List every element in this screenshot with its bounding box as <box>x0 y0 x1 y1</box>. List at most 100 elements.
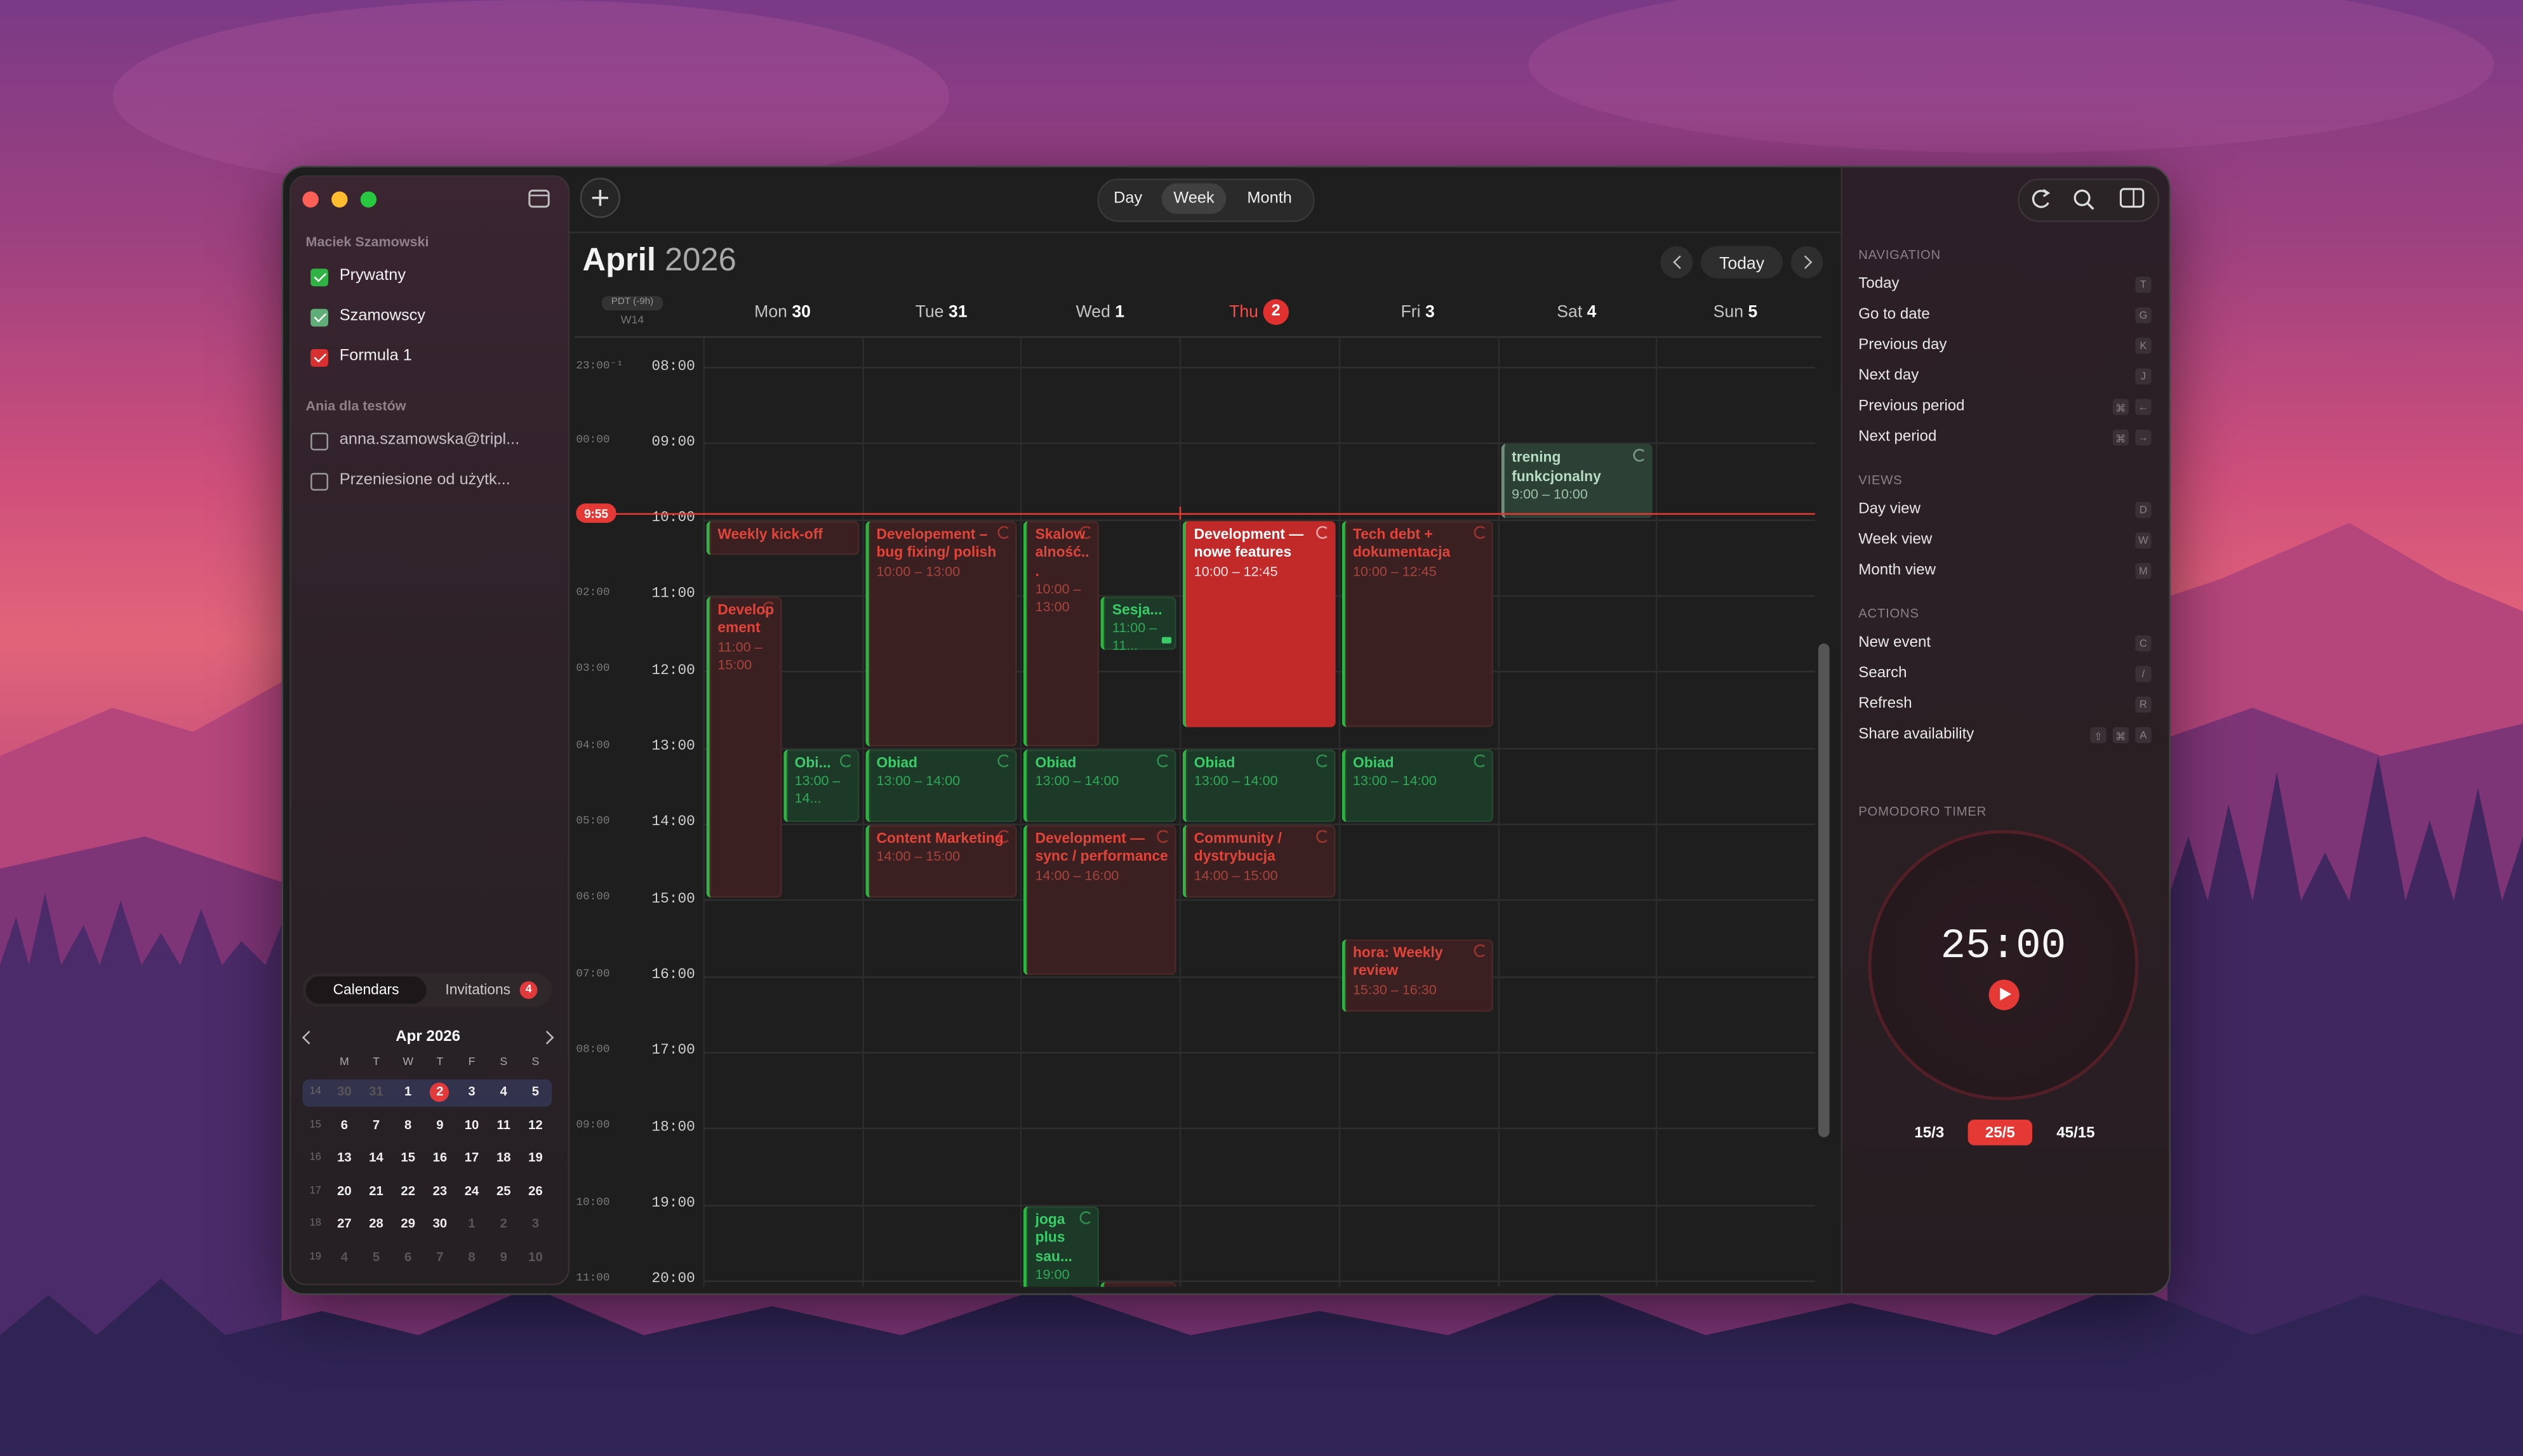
event[interactable]: trening funkcjonalny 9:00 – 10:00 <box>1500 444 1653 518</box>
mini-day[interactable]: 10 <box>528 1248 543 1264</box>
view-button[interactable]: Month <box>1237 183 1301 214</box>
day-header[interactable]: Mon 30 <box>703 302 862 321</box>
mini-day[interactable]: 6 <box>340 1117 348 1132</box>
scrollbar-thumb[interactable] <box>1818 643 1830 1137</box>
event[interactable]: hora: Weekly review 15:30 – 16:30 <box>1341 939 1494 1012</box>
shortcut-label[interactable]: Search <box>1858 664 1907 682</box>
view-button[interactable]: Week <box>1161 183 1227 215</box>
panel-icons[interactable] <box>2026 185 2152 214</box>
day-header[interactable]: Fri 3 <box>1338 302 1497 321</box>
event[interactable]: Obiad 13:00 – 14:00 <box>1341 749 1494 823</box>
day-header[interactable]: Sun 5 <box>1656 302 1814 321</box>
mini-day[interactable]: 24 <box>464 1183 479 1198</box>
mini-day[interactable]: 3 <box>468 1084 476 1099</box>
pomodoro-preset[interactable]: 25/5 <box>1967 1119 2032 1146</box>
shortcut-label[interactable]: Day view <box>1858 500 1921 519</box>
mini-day[interactable]: 1 <box>404 1084 412 1099</box>
mini-day[interactable]: 5 <box>372 1248 380 1264</box>
pomodoro-preset[interactable]: 45/15 <box>2044 1120 2108 1146</box>
mini-day[interactable]: 16 <box>432 1150 448 1165</box>
event[interactable]: Warsz... <box>1101 1281 1176 1287</box>
mini-day[interactable]: 10 <box>464 1117 479 1132</box>
sidebar-tab[interactable]: Invitations 4 <box>428 976 549 1003</box>
mini-day[interactable]: 2 <box>436 1084 444 1099</box>
event[interactable]: Development — nowe features 10:00 – 12:45 <box>1183 520 1336 727</box>
mini-day[interactable]: 2 <box>500 1216 507 1231</box>
event[interactable]: Sesja... 11:00 – 11... <box>1101 597 1176 651</box>
calendar-checkbox[interactable] <box>310 473 329 491</box>
shortcut-label[interactable]: Today <box>1858 275 1900 293</box>
mini-day[interactable]: 15 <box>401 1150 416 1165</box>
mini-day[interactable]: 18 <box>496 1150 511 1165</box>
mini-day[interactable]: 31 <box>369 1084 383 1099</box>
mini-day[interactable]: 25 <box>496 1183 511 1198</box>
event[interactable]: Tech debt + dokumentacja 10:00 – 12:45 <box>1341 520 1494 727</box>
mini-day[interactable]: 22 <box>401 1183 416 1198</box>
add-event-button[interactable] <box>579 177 621 219</box>
day-header[interactable]: Sat 4 <box>1497 302 1656 321</box>
event[interactable]: Developement – bug fixing/ polish 10:00 –… <box>865 520 1018 746</box>
minimize-button[interactable] <box>331 191 348 208</box>
sidebar-tab[interactable]: Calendars <box>305 976 427 1004</box>
event[interactable]: Obiad 13:00 – 14:00 <box>1183 749 1336 823</box>
mini-day[interactable]: 8 <box>404 1117 412 1132</box>
day-header[interactable]: Wed 1 <box>1021 302 1180 321</box>
mini-day[interactable]: 7 <box>372 1117 380 1132</box>
mini-day[interactable]: 29 <box>401 1216 416 1231</box>
shortcut-label[interactable]: Previous period <box>1858 397 1965 415</box>
mini-day[interactable]: 20 <box>337 1183 352 1198</box>
mini-day[interactable]: 14 <box>369 1150 383 1165</box>
mini-day[interactable]: 12 <box>528 1117 543 1132</box>
shortcut-label[interactable]: Share availability <box>1858 725 1974 743</box>
mini-day[interactable]: 4 <box>340 1248 348 1264</box>
play-button[interactable] <box>1988 979 2020 1010</box>
mini-day[interactable]: 30 <box>337 1084 352 1099</box>
mini-day[interactable]: 13 <box>337 1150 352 1165</box>
shortcut-label[interactable]: Next day <box>1858 366 1919 385</box>
event[interactable]: Community / dystrybucja 14:00 – 15:00 <box>1183 825 1336 898</box>
calendar-checkbox[interactable] <box>310 432 329 451</box>
day-header[interactable]: Thu 2 <box>1180 299 1338 325</box>
event[interactable]: Development — sync / performance 14:00 – … <box>1023 825 1176 974</box>
traffic-lights[interactable] <box>302 191 383 208</box>
today-button[interactable]: Today <box>1700 246 1783 279</box>
shortcut-label[interactable]: Go to date <box>1858 305 1930 324</box>
close-button[interactable] <box>302 191 319 208</box>
shortcut-label[interactable]: Next period <box>1858 428 1937 446</box>
shortcut-label[interactable]: Month view <box>1858 561 1936 579</box>
event[interactable]: Content Marketing 14:00 – 15:00 <box>865 825 1018 898</box>
mini-day[interactable]: 9 <box>436 1117 444 1132</box>
mini-day[interactable]: 26 <box>528 1183 543 1198</box>
shortcut-label[interactable]: New event <box>1858 633 1931 652</box>
mini-day[interactable]: 9 <box>500 1248 507 1264</box>
event[interactable]: Skalowalność... 10:00 – 13:00 <box>1023 520 1100 746</box>
mini-day[interactable]: 30 <box>432 1216 448 1231</box>
mini-day[interactable]: 8 <box>468 1248 476 1264</box>
mini-day[interactable]: 19 <box>528 1150 543 1165</box>
event[interactable]: Obi... 13:00 – 14... <box>783 749 859 823</box>
shortcut-label[interactable]: Refresh <box>1858 694 1912 713</box>
prev-period[interactable] <box>1660 246 1693 279</box>
mini-day[interactable]: 11 <box>496 1117 511 1132</box>
mini-day[interactable]: 23 <box>432 1183 448 1198</box>
calendar-checkbox[interactable] <box>310 348 329 367</box>
calendar-checkbox[interactable] <box>310 308 329 327</box>
mini-day[interactable]: 5 <box>531 1084 540 1099</box>
mini-day[interactable]: 21 <box>369 1183 383 1198</box>
mini-day[interactable]: 28 <box>369 1216 383 1231</box>
calendar-checkbox[interactable] <box>310 268 329 287</box>
event[interactable]: Obiad 13:00 – 14:00 <box>865 749 1018 823</box>
event[interactable]: Obiad 13:00 – 14:00 <box>1023 749 1176 823</box>
event[interactable]: Weekly kick-off <box>706 520 859 556</box>
shortcut-label[interactable]: Previous day <box>1858 336 1947 354</box>
calendar-toggle[interactable] <box>528 189 550 209</box>
view-button[interactable]: Day <box>1096 183 1160 214</box>
mini-day[interactable]: 27 <box>337 1216 352 1231</box>
zoom-button[interactable] <box>360 191 377 208</box>
mini-day[interactable]: 4 <box>500 1084 507 1099</box>
shortcut-label[interactable]: Week view <box>1858 531 1933 549</box>
pomodoro-preset[interactable]: 15/3 <box>1897 1120 1961 1146</box>
mini-day[interactable]: 3 <box>531 1216 540 1231</box>
mini-day[interactable]: 7 <box>436 1248 444 1264</box>
event[interactable]: Developement 11:00 – 15:00 <box>706 597 782 898</box>
